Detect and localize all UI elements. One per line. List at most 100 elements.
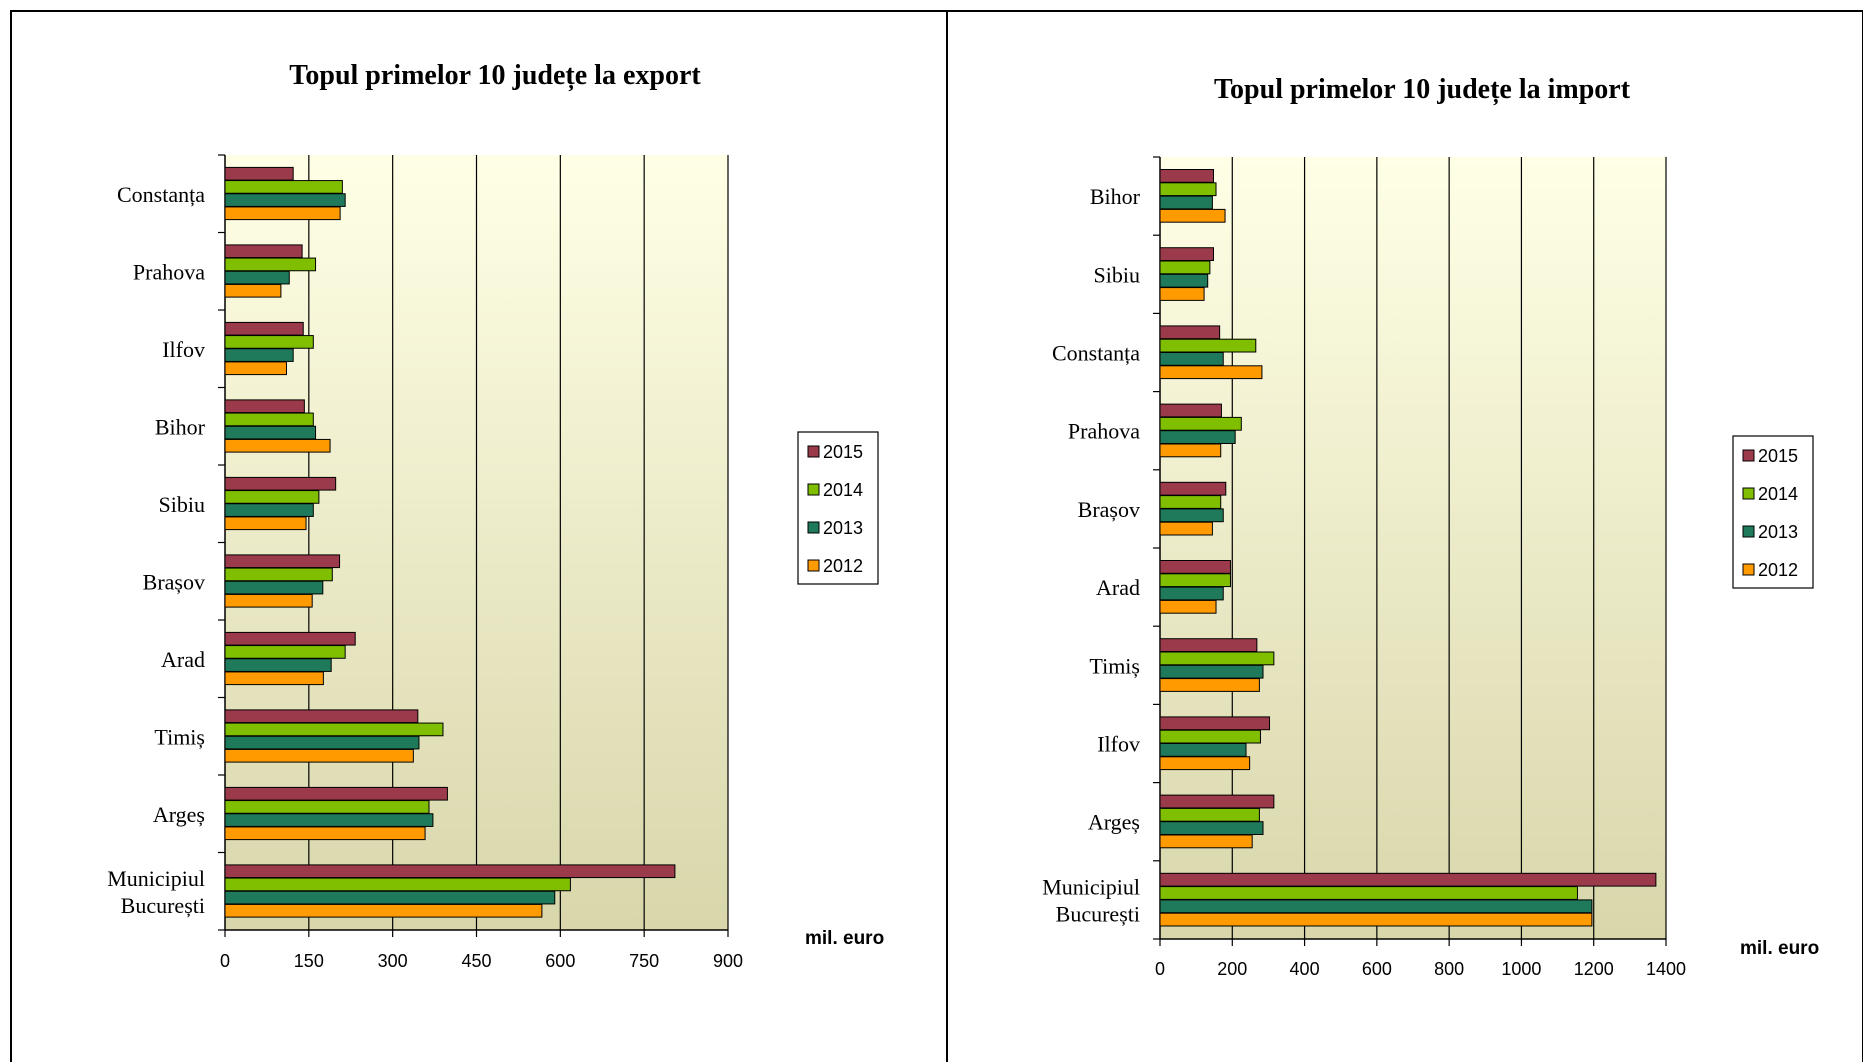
bar-2015 <box>1159 872 1657 887</box>
category-label: Municipiul <box>107 866 205 891</box>
bar-2015 <box>224 399 305 414</box>
legend-label: 2015 <box>1758 446 1798 466</box>
legend-label: 2012 <box>1758 560 1798 580</box>
bar-2014 <box>224 877 571 892</box>
bar-2013 <box>224 193 346 207</box>
bar-2012 <box>224 438 331 453</box>
category-label: Sibiu <box>1094 262 1140 287</box>
category-label: București <box>121 893 205 918</box>
bar-2015 <box>224 709 419 724</box>
legend-swatch-2012 <box>807 559 820 572</box>
unit-label: mil. euro <box>1740 938 1819 959</box>
bar-2014 <box>224 335 314 349</box>
chart-title: Topul primelor 10 județe la export <box>289 60 701 91</box>
bar-2012 <box>224 283 282 298</box>
bar-2015 <box>1159 794 1275 809</box>
bar-2013 <box>1159 899 1593 914</box>
bar-2012 <box>1159 365 1263 380</box>
x-tick-label: 800 <box>1434 959 1464 979</box>
bar-2012 <box>1159 834 1253 849</box>
bar-2014 <box>1159 338 1257 353</box>
bar-2015 <box>1159 560 1231 574</box>
x-tick-label: 600 <box>545 951 575 971</box>
bar-2012 <box>224 748 414 763</box>
bar-2014 <box>224 180 343 194</box>
x-tick-label: 1400 <box>1646 959 1686 979</box>
bar-2015 <box>1159 325 1221 340</box>
bar-2014 <box>1159 807 1260 822</box>
chart-0: Topul primelor 10 județe la export 0 150 30… <box>107 60 884 971</box>
x-tick-label: 200 <box>1217 959 1247 979</box>
bar-2013 <box>1159 821 1264 835</box>
bar-2014 <box>1159 729 1261 744</box>
chart-1: Topul primelor 10 județe la import 0 200 40… <box>1042 74 1819 979</box>
category-label: Timiș <box>1089 653 1140 678</box>
bar-2012 <box>224 826 426 841</box>
bar-2014 <box>224 490 320 504</box>
bar-2012 <box>1159 443 1222 458</box>
bar-2013 <box>1159 664 1264 679</box>
legend-swatch-2014 <box>1742 487 1755 500</box>
bar-2015 <box>224 864 676 879</box>
bar-2012 <box>1159 287 1205 301</box>
category-label: Timiș <box>154 724 205 749</box>
bar-2015 <box>1159 247 1214 262</box>
bar-2015 <box>1159 716 1271 731</box>
bar-2015 <box>224 786 448 801</box>
bar-2013 <box>224 348 294 362</box>
bar-2014 <box>1159 573 1231 588</box>
bar-2013 <box>224 890 556 905</box>
bar-2015 <box>224 244 303 259</box>
bar-2014 <box>224 257 317 272</box>
bar-2013 <box>1159 743 1247 757</box>
bar-2012 <box>1159 208 1226 223</box>
x-tick-label: 450 <box>461 951 491 971</box>
bar-2015 <box>224 321 304 336</box>
bar-2015 <box>1159 403 1222 418</box>
category-label: Constanța <box>117 182 205 207</box>
bar-2015 <box>1159 169 1214 183</box>
category-label: Prahova <box>1068 419 1140 444</box>
bar-2014 <box>1159 651 1275 666</box>
x-tick-label: 600 <box>1362 959 1392 979</box>
chart-title: Topul primelor 10 județe la import <box>1214 74 1631 105</box>
category-label: Municipiul <box>1042 874 1140 899</box>
category-label: Sibiu <box>159 492 205 517</box>
bar-2012 <box>224 206 341 221</box>
bar-2013 <box>1159 273 1209 288</box>
bar-2015 <box>1159 481 1227 496</box>
bar-2013 <box>224 735 420 750</box>
category-label: Arad <box>1096 575 1140 600</box>
legend-label: 2013 <box>823 518 863 538</box>
category-label: Ilfov <box>1097 732 1140 757</box>
bar-2013 <box>1159 195 1213 210</box>
bar-2012 <box>1159 678 1260 692</box>
legend-label: 2015 <box>823 442 863 462</box>
category-label: Arad <box>161 647 205 672</box>
bar-2014 <box>1159 886 1578 900</box>
bar-2013 <box>224 503 314 517</box>
bar-2012 <box>1159 756 1251 771</box>
category-label: Constanța <box>1052 341 1140 366</box>
bar-2014 <box>1159 260 1211 275</box>
bar-2012 <box>224 593 313 608</box>
x-tick-label: 900 <box>713 951 743 971</box>
category-label: Argeș <box>1088 810 1140 835</box>
bar-2014 <box>1159 495 1222 509</box>
category-label: București <box>1056 901 1140 926</box>
bar-2012 <box>1159 912 1593 927</box>
bar-2014 <box>1159 416 1242 431</box>
x-tick-label: 0 <box>1155 959 1165 979</box>
bar-2012 <box>1159 599 1217 614</box>
category-label: Bihor <box>1090 184 1141 209</box>
bar-2014 <box>224 800 430 814</box>
bar-2012 <box>224 516 307 531</box>
category-label: Brașov <box>1078 497 1140 522</box>
legend-swatch-2015 <box>807 445 820 458</box>
bar-2014 <box>224 722 444 737</box>
bar-2012 <box>224 903 543 918</box>
category-label: Prahova <box>133 259 205 284</box>
bar-2014 <box>224 412 314 427</box>
category-label: Argeș <box>153 802 205 827</box>
